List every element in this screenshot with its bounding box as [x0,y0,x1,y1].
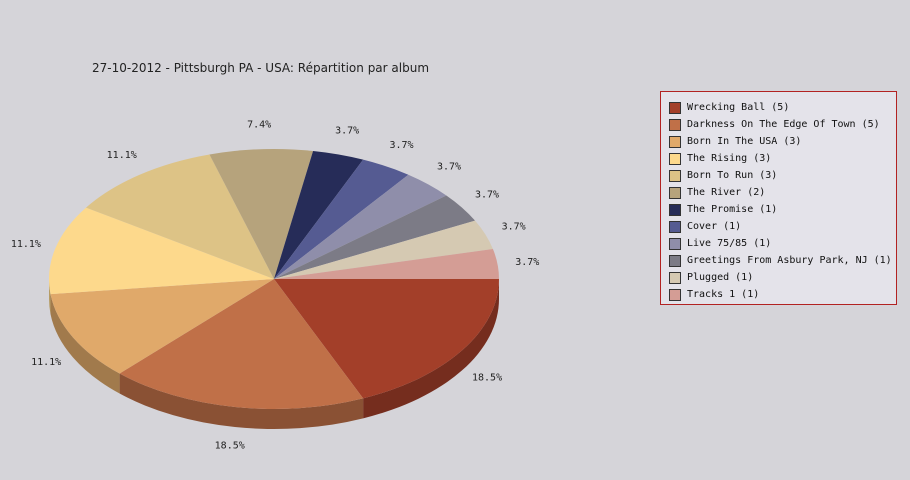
legend-swatch [669,237,681,250]
legend-swatch [669,220,681,233]
pie-side-wrecking-ball [363,279,499,419]
legend-item: Plugged (1) [669,269,896,286]
slice-percent-label: 3.7% [437,162,461,173]
legend-label: Greetings From Asbury Park, NJ (1) [687,255,892,266]
pie-slice-tracks-1 [274,249,499,279]
slice-percent-label: 3.7% [515,257,539,268]
legend-swatch [669,203,681,216]
slice-percent-label: 3.7% [502,222,526,233]
legend-item: The Promise (1) [669,201,896,218]
slice-percent-label: 11.1% [11,239,41,250]
legend-label: Wrecking Ball (5) [687,102,790,113]
pie-side-darkness-on-the-edge-of-town [119,373,364,430]
legend-label: The River (2) [687,187,766,198]
legend-item: Cover (1) [669,218,896,235]
slice-percent-label: 11.1% [107,150,137,161]
legend-label: The Promise (1) [687,204,778,215]
slice-percent-label: 3.7% [335,126,359,137]
pie-slice-plugged [274,220,493,279]
pie-slice-born-to-run [86,154,274,279]
slice-percent-label: 3.7% [475,189,499,200]
pie-slice-wrecking-ball [274,279,499,399]
legend-swatch [669,135,681,148]
legend-label: Plugged (1) [687,272,754,283]
chart-title: 27-10-2012 - Pittsburgh PA - USA: Répart… [92,61,430,75]
pie-slice-the-promise [274,150,364,279]
legend-item: Live 75/85 (1) [669,235,896,252]
legend-item: Greetings From Asbury Park, NJ (1) [669,252,896,269]
pie-sides [49,279,499,430]
pie-slice-darkness-on-the-edge-of-town [119,279,364,409]
legend-swatch [669,271,681,284]
pie-slice-live-75-85 [274,174,447,279]
legend-item: Tracks 1 (1) [669,286,896,303]
legend-item: The River (2) [669,184,896,201]
legend-label: Cover (1) [687,221,742,232]
pie-slice-greetings-from-asbury-park-nj [274,195,476,279]
slice-percent-label: 7.4% [247,119,271,130]
legend-swatch [669,288,681,301]
legend-item: Born In The USA (3) [669,133,896,150]
legend-label: Live 75/85 (1) [687,238,772,249]
legend-item: Born To Run (3) [669,167,896,184]
legend-item: Wrecking Ball (5) [669,99,896,116]
pie-labels: 18.5% 18.5% 11.1% 11.1% 11.1% 7.4% 3.7% 3.7% 3.7… [11,119,540,451]
pie-slices [49,149,499,409]
pie-slice-cover [274,159,409,279]
legend-swatch [669,186,681,199]
slice-percent-label: 18.5% [215,441,245,452]
legend: Wrecking Ball (5) Darkness On The Edge Of… [660,91,897,305]
legend-swatch [669,169,681,182]
legend-label: Darkness On The Edge Of Town (5) [687,119,880,130]
legend-swatch [669,152,681,165]
pie-slice-born-in-the-usa [50,279,275,374]
pie-slice-the-rising [49,207,275,295]
legend-label: Born To Run (3) [687,170,778,181]
legend-label: Born In The USA (3) [687,136,802,147]
pie-side-born-in-the-usa [50,294,120,394]
slice-percent-label: 3.7% [389,140,413,151]
legend-swatch [669,118,681,131]
legend-item: Darkness On The Edge Of Town (5) [669,116,896,133]
legend-item: The Rising (3) [669,150,896,167]
slice-percent-label: 18.5% [472,373,502,384]
pie-side-the-rising [49,279,51,315]
legend-swatch [669,254,681,267]
slice-percent-label: 11.1% [31,357,61,368]
legend-label: The Rising (3) [687,153,772,164]
legend-label: Tracks 1 (1) [687,289,760,300]
pie-slice-the-river [209,149,314,279]
legend-swatch [669,101,681,114]
